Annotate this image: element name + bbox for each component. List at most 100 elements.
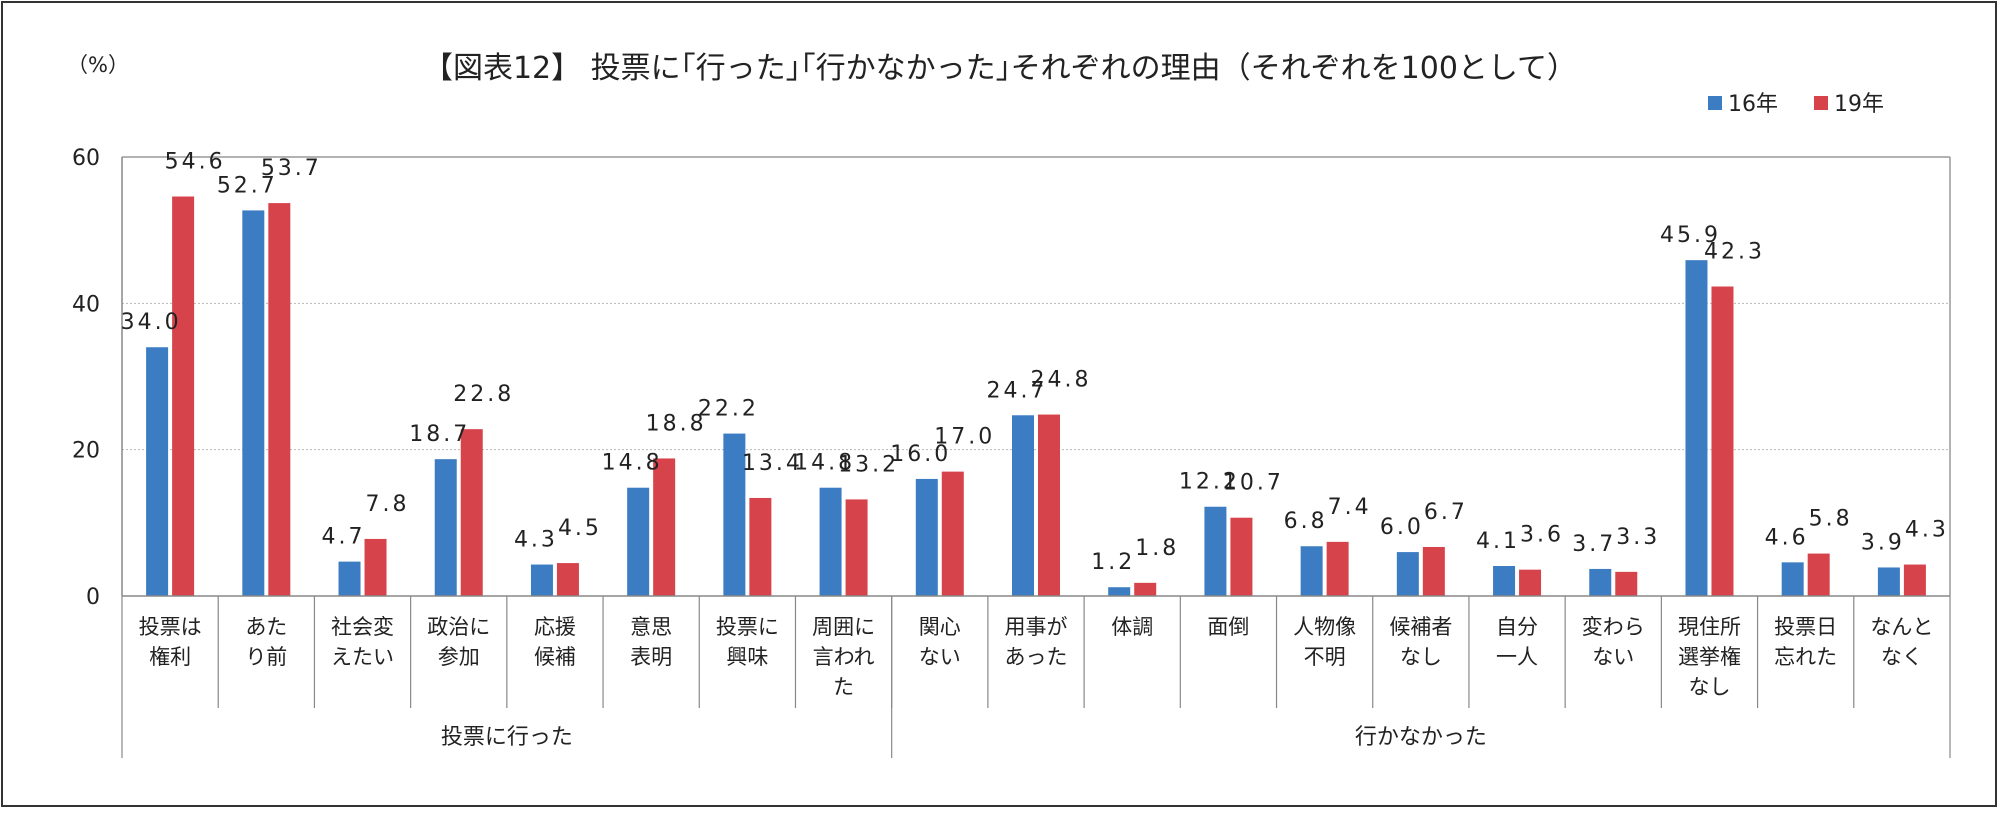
- category-label: 意思表明: [630, 615, 672, 669]
- category-label: 応援候補: [534, 615, 576, 669]
- data-label: 5.8: [1809, 507, 1853, 532]
- bar-19: [1807, 553, 1830, 596]
- bar-19: [1519, 569, 1542, 596]
- data-label: 24.7: [987, 378, 1048, 403]
- group-label: 投票に行った: [441, 725, 573, 750]
- category-label: 面倒: [1207, 615, 1249, 639]
- category-label: 人物像不明: [1293, 615, 1356, 669]
- bar-19: [1134, 582, 1157, 596]
- data-label: 7.8: [366, 492, 410, 517]
- data-label: 6.8: [1284, 509, 1328, 534]
- bar-16: [1204, 506, 1227, 596]
- data-label: 4.5: [558, 516, 602, 541]
- data-label: 4.1: [1476, 529, 1520, 554]
- gridlines: [122, 156, 1951, 596]
- data-label: 6.7: [1424, 500, 1468, 525]
- data-label: 1.8: [1135, 536, 1179, 561]
- data-label: 42.3: [1704, 240, 1765, 265]
- bar-16: [627, 487, 650, 596]
- category-label: 候補者なし: [1389, 615, 1452, 669]
- category-label: 変わらない: [1582, 615, 1645, 669]
- data-label: 24.8: [1031, 368, 1092, 393]
- data-label: 1.2: [1091, 550, 1135, 575]
- bar-19: [1326, 541, 1349, 596]
- data-label: 18.7: [409, 422, 470, 447]
- category-label: 投票は権利: [139, 615, 202, 669]
- category-label: 投票日忘れた: [1774, 615, 1837, 669]
- bar-19: [749, 497, 772, 596]
- bar-16: [1877, 567, 1900, 596]
- bar-19: [1615, 571, 1638, 596]
- category-label: 投票に興味: [716, 615, 779, 669]
- bar-16: [723, 433, 746, 596]
- bar-16: [819, 487, 842, 596]
- category-label: あたり前: [245, 615, 287, 669]
- data-label: 4.3: [1905, 518, 1949, 543]
- category-label: 用事があった: [1005, 615, 1068, 669]
- data-label: 13.4: [742, 451, 803, 476]
- category-label: 現住所選挙権なし: [1678, 615, 1741, 699]
- bar-19: [172, 196, 195, 596]
- bar-19: [653, 458, 676, 596]
- bar-16: [434, 459, 457, 596]
- group-label: 行かなかった: [1355, 725, 1487, 750]
- data-label: 4.7: [322, 525, 366, 550]
- bar-16: [530, 564, 553, 596]
- data-label: 52.7: [217, 173, 278, 198]
- bar-19: [845, 499, 868, 596]
- legend-label: 16年: [1728, 92, 1778, 117]
- y-tick-label: 60: [72, 146, 100, 171]
- category-label: 自分一人: [1496, 615, 1538, 669]
- bars: [146, 196, 1926, 596]
- data-label: 13.2: [838, 452, 899, 477]
- bar-19: [1038, 414, 1060, 596]
- data-label: 6.0: [1380, 515, 1424, 540]
- bar-19: [1422, 546, 1445, 596]
- data-label: 7.4: [1328, 495, 1372, 520]
- category-label: 政治に参加: [427, 615, 490, 669]
- value-labels: 34.054.652.753.74.77.818.722.84.3 4.514.8…: [121, 150, 1949, 576]
- data-label: 16.0: [890, 442, 951, 467]
- bar-19: [268, 203, 291, 596]
- data-label: 22.2: [698, 397, 759, 422]
- bar-19: [1230, 517, 1253, 596]
- legend-swatch: [1814, 96, 1828, 110]
- bar-19: [1903, 564, 1926, 596]
- bar-19: [460, 429, 483, 596]
- category-label: 社会変えたい: [331, 615, 394, 669]
- bar-16: [146, 347, 169, 596]
- data-label: 3.9: [1861, 530, 1905, 555]
- data-label: 22.8: [453, 382, 514, 407]
- data-label: 45.9: [1660, 223, 1721, 248]
- y-tick-label: 40: [72, 292, 100, 317]
- bar-19: [364, 538, 387, 596]
- bar-16: [1012, 415, 1034, 596]
- category-label: 体調: [1111, 615, 1153, 639]
- bar-19: [941, 471, 964, 596]
- y-axis: 0 20 40 60: [72, 146, 123, 610]
- data-label: 12.2: [1179, 470, 1240, 495]
- chart-title: 【図表12】 投票に｢行った｣｢行かなかった｣それぞれの理由（それぞれを100と…: [423, 51, 1577, 86]
- category-label: 周囲に言われた: [812, 615, 875, 699]
- data-label: 4.6: [1765, 525, 1809, 550]
- bar-16: [242, 210, 265, 596]
- data-label: 3.6: [1520, 523, 1564, 548]
- data-label: 4.3: [514, 528, 558, 553]
- data-label: 14.8: [794, 451, 855, 476]
- bar-16: [338, 561, 361, 596]
- data-label: 53.7: [261, 156, 322, 181]
- legend-label: 19年: [1834, 92, 1884, 117]
- data-label: 17.0: [934, 425, 995, 450]
- data-label: 3.3: [1616, 525, 1660, 550]
- data-label: 34.0: [121, 310, 182, 335]
- y-tick-label: 20: [72, 439, 100, 464]
- legend: 16年 19年: [1708, 92, 1884, 117]
- bar-16: [1589, 568, 1612, 596]
- bar-16: [1493, 566, 1516, 596]
- bar-16: [915, 478, 938, 596]
- y-tick-label: 0: [86, 585, 100, 610]
- bar-16: [1300, 546, 1323, 596]
